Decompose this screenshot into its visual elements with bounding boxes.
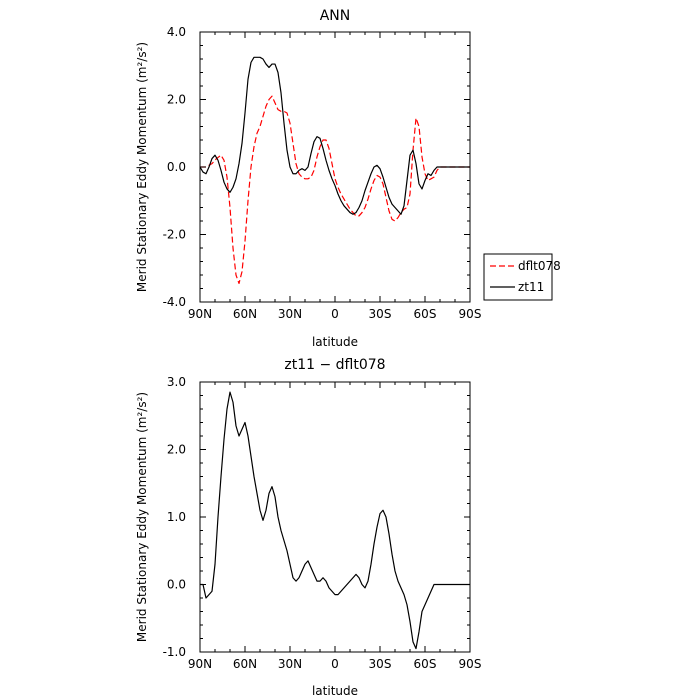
bottom-panel-x-axis-title: latitude (312, 684, 358, 698)
top-x-tick-label: 60N (233, 307, 257, 321)
bottom-x-tick-label: 60S (414, 657, 437, 671)
top-y-tick-label: 4.0 (167, 25, 186, 39)
bottom-panel-frame (199, 381, 471, 653)
top-series-line-zt11 (199, 56, 470, 215)
top-panel-x-axis-title: latitude (312, 335, 358, 349)
bottom-panel-x-axis: 90N 60N 30N 0 30S 60S 90S (188, 382, 482, 671)
bottom-y-tick-label: 2.0 (167, 443, 186, 457)
top-x-tick-label: 60S (414, 307, 437, 321)
top-panel-y-axis-title: Merid Stationary Eddy Momentum (m²/s²) (135, 42, 149, 292)
bottom-x-tick-label: 30N (278, 657, 302, 671)
top-y-tick-label: 0.0 (167, 160, 186, 174)
bottom-y-tick-label: 0.0 (167, 578, 186, 592)
top-panel-y-axis: -4.0 -2.0 0.0 2.0 4.0 (163, 25, 470, 309)
bottom-x-tick-label: 90N (188, 657, 212, 671)
bottom-panel-y-axis-title: Merid Stationary Eddy Momentum (m²/s²) (135, 392, 149, 642)
legend-label-dflt078: dflt078 (518, 259, 561, 273)
legend-label-zt11: zt11 (518, 280, 544, 294)
legend-box (483, 253, 553, 301)
top-y-tick-label: -2.0 (163, 228, 186, 242)
bottom-y-tick-label: -1.0 (163, 645, 186, 659)
bottom-x-tick-label: 90S (459, 657, 482, 671)
bottom-panel-title: zt11 − dflt078 (284, 357, 385, 373)
top-panel-plot (199, 56, 470, 285)
top-x-tick-label: 30N (278, 307, 302, 321)
bottom-series-line-0 (200, 391, 470, 650)
bottom-y-tick-label: 3.0 (167, 375, 186, 389)
bottom-x-tick-label: 30S (369, 657, 392, 671)
top-series-line-dflt078 (200, 95, 470, 285)
top-x-tick-label: 0 (331, 307, 339, 321)
bottom-panel: zt11 − dflt078 90N 60N 30N 0 30S 60S 90S -1.0 0… (135, 357, 481, 698)
top-panel-x-axis: 90N 60N 30N 0 30S 60S 90S (188, 32, 482, 321)
top-panel-frame (199, 31, 471, 303)
bottom-y-tick-label: 1.0 (167, 510, 186, 524)
bottom-x-tick-label: 60N (233, 657, 257, 671)
top-x-tick-label: 90S (459, 307, 482, 321)
bottom-panel-plot (200, 391, 470, 650)
top-panel-title: ANN (320, 8, 351, 24)
top-y-tick-label: -4.0 (163, 295, 186, 309)
bottom-panel-y-axis: -1.0 0.0 1.0 2.0 3.0 (163, 375, 470, 659)
legend: dflt078 zt11 (483, 253, 561, 301)
bottom-x-tick-label: 0 (331, 657, 339, 671)
top-panel: ANN 90N 60N 30N 0 30S 60S 90S -4.0 -2.0 0.0 2.0 4.… (135, 8, 561, 349)
top-x-tick-label: 90N (188, 307, 212, 321)
top-x-tick-label: 30S (369, 307, 392, 321)
top-y-tick-label: 2.0 (167, 93, 186, 107)
